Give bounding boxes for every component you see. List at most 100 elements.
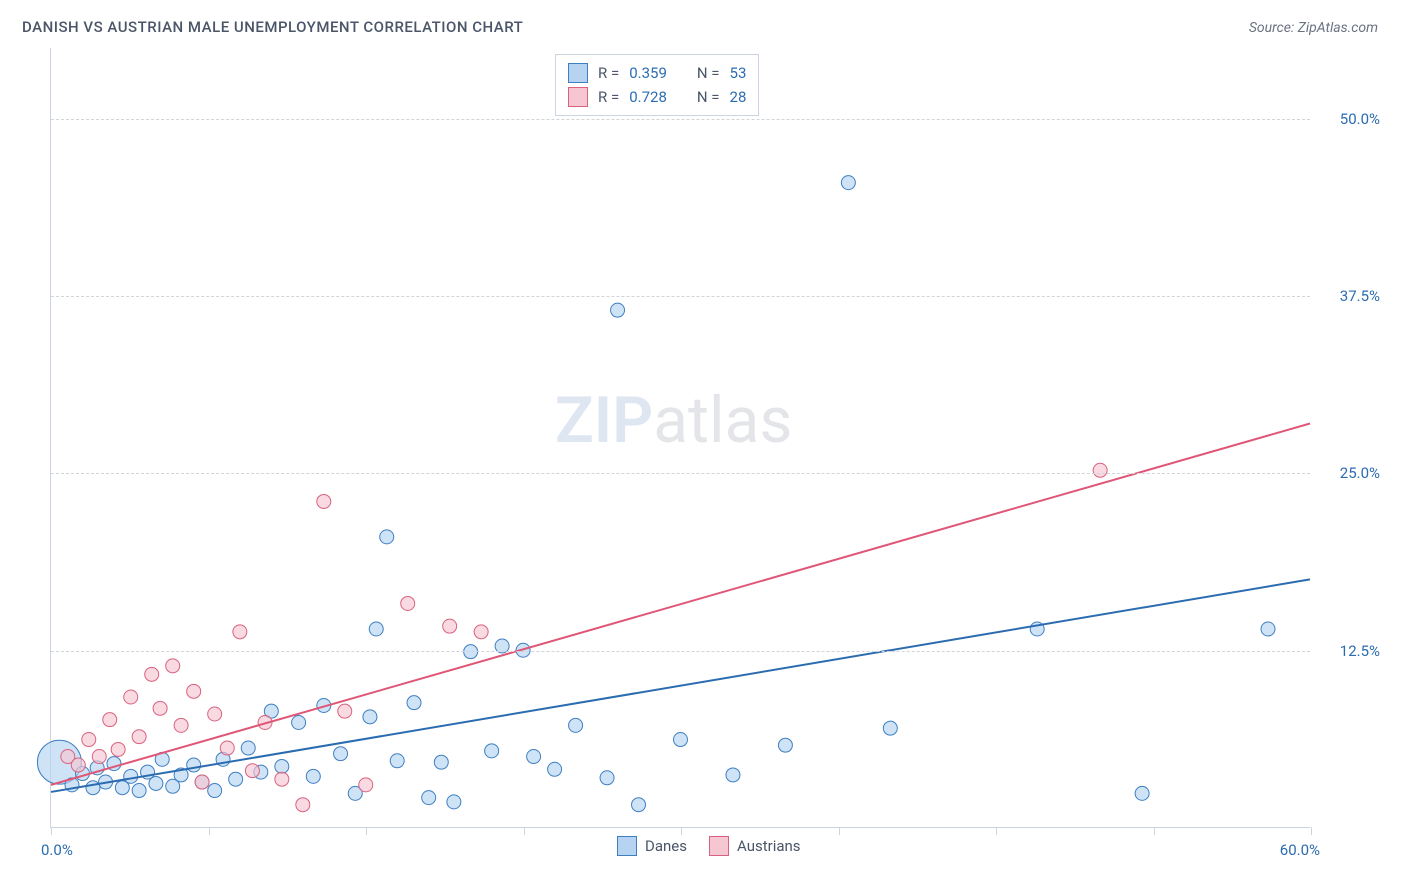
data-point	[82, 733, 96, 747]
chart-title: DANISH VS AUSTRIAN MALE UNEMPLOYMENT COR…	[22, 18, 523, 36]
data-point	[369, 622, 383, 636]
data-point	[241, 741, 255, 755]
x-axis-max-label: 60.0%	[1280, 841, 1320, 859]
n-label: N =	[697, 64, 720, 82]
x-tick	[681, 827, 682, 835]
data-point	[149, 776, 163, 790]
x-tick	[996, 827, 997, 835]
gridline-y	[51, 651, 1310, 652]
data-point	[338, 704, 352, 718]
data-point	[407, 696, 421, 710]
data-point	[292, 716, 306, 730]
y-tick-label: 50.0%	[1320, 110, 1380, 128]
data-point	[208, 707, 222, 721]
x-axis-min-label: 0.0%	[41, 841, 73, 859]
r-label: R =	[598, 88, 619, 106]
x-tick	[839, 827, 840, 835]
legend-swatch	[709, 836, 729, 856]
data-point	[632, 798, 646, 812]
r-value: 0.728	[629, 88, 667, 106]
data-point	[245, 764, 259, 778]
y-tick-label: 25.0%	[1320, 464, 1380, 482]
data-point	[187, 758, 201, 772]
data-point	[220, 741, 234, 755]
gridline-y	[51, 296, 1310, 297]
series-legend-label: Austrians	[737, 837, 801, 855]
data-point	[363, 710, 377, 724]
n-value: 53	[730, 64, 747, 82]
source-attribution: Source: ZipAtlas.com	[1249, 20, 1378, 36]
legend-swatch	[568, 63, 588, 83]
data-point	[548, 762, 562, 776]
data-point	[86, 781, 100, 795]
data-point	[841, 176, 855, 190]
correlation-legend: R = 0.359 N = 53 R = 0.728 N = 28	[555, 54, 759, 116]
data-point	[778, 738, 792, 752]
data-point	[317, 494, 331, 508]
data-point	[296, 798, 310, 812]
data-point	[132, 730, 146, 744]
data-point	[111, 742, 125, 756]
data-point	[229, 772, 243, 786]
data-point	[447, 795, 461, 809]
data-point	[434, 755, 448, 769]
data-point	[1261, 622, 1275, 636]
plot-area: ZIPatlas 0.0% 60.0% R =0.359N =53R =0.72…	[50, 48, 1310, 828]
data-point	[208, 784, 222, 798]
x-tick	[1154, 827, 1155, 835]
x-tick	[366, 827, 367, 835]
r-label: R =	[598, 64, 619, 82]
data-point	[443, 619, 457, 633]
data-point	[275, 759, 289, 773]
data-point	[474, 625, 488, 639]
data-point	[166, 659, 180, 673]
data-point	[883, 721, 897, 735]
data-point	[1135, 786, 1149, 800]
data-point	[527, 750, 541, 764]
data-point	[306, 769, 320, 783]
gridline-y	[51, 119, 1310, 120]
data-point	[390, 754, 404, 768]
data-point	[673, 733, 687, 747]
data-point	[174, 718, 188, 732]
data-point	[124, 769, 138, 783]
data-point	[401, 596, 415, 610]
data-point	[569, 718, 583, 732]
data-point	[153, 701, 167, 715]
data-point	[275, 772, 289, 786]
r-value: 0.359	[629, 64, 667, 82]
chart-container: DANISH VS AUSTRIAN MALE UNEMPLOYMENT COR…	[0, 0, 1406, 892]
x-tick	[1311, 827, 1312, 835]
data-point	[233, 625, 247, 639]
data-point	[92, 750, 106, 764]
source-prefix: Source:	[1249, 20, 1298, 36]
series-legend-item: Austrians	[709, 836, 801, 856]
trend-line	[51, 424, 1310, 785]
data-point	[359, 778, 373, 792]
x-tick	[209, 827, 210, 835]
y-tick-label: 12.5%	[1320, 642, 1380, 660]
data-point	[103, 713, 117, 727]
source-name: ZipAtlas.com	[1298, 20, 1378, 36]
data-point	[187, 684, 201, 698]
data-point	[71, 758, 85, 772]
data-point	[485, 744, 499, 758]
data-point	[145, 667, 159, 681]
legend-swatch	[568, 87, 588, 107]
n-label: N =	[697, 88, 720, 106]
data-point	[124, 690, 138, 704]
y-tick-label: 37.5%	[1320, 287, 1380, 305]
data-point	[600, 771, 614, 785]
legend-swatch	[617, 836, 637, 856]
correlation-legend-row: R = 0.728 N = 28	[568, 85, 746, 109]
x-tick	[524, 827, 525, 835]
data-point	[611, 303, 625, 317]
x-tick	[51, 827, 52, 835]
data-point	[334, 747, 348, 761]
gridline-y	[51, 473, 1310, 474]
plot-svg	[51, 48, 1310, 827]
data-point	[726, 768, 740, 782]
data-point	[1093, 463, 1107, 477]
trend-line	[51, 579, 1310, 792]
n-value: 28	[730, 88, 747, 106]
